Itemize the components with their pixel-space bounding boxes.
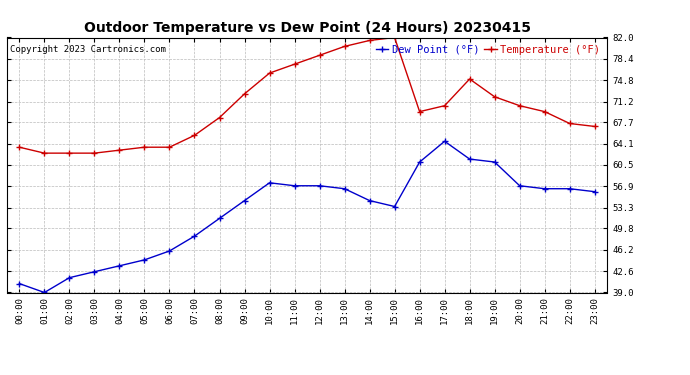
Dew Point (°F) bbox=[440, 139, 449, 144]
Dew Point (°F) bbox=[391, 204, 399, 209]
Temperature (°F) bbox=[415, 110, 424, 114]
Temperature (°F) bbox=[540, 110, 549, 114]
Temperature (°F) bbox=[440, 104, 449, 108]
Temperature (°F) bbox=[591, 124, 599, 129]
Dew Point (°F) bbox=[190, 234, 199, 238]
Dew Point (°F) bbox=[215, 216, 224, 220]
Temperature (°F) bbox=[90, 151, 99, 155]
Temperature (°F) bbox=[566, 121, 574, 126]
Dew Point (°F) bbox=[540, 186, 549, 191]
Temperature (°F) bbox=[366, 38, 374, 43]
Dew Point (°F) bbox=[340, 186, 348, 191]
Temperature (°F) bbox=[290, 62, 299, 66]
Dew Point (°F) bbox=[466, 157, 474, 161]
Temperature (°F) bbox=[166, 145, 174, 150]
Temperature (°F) bbox=[66, 151, 74, 155]
Dew Point (°F) bbox=[415, 160, 424, 164]
Dew Point (°F) bbox=[290, 183, 299, 188]
Temperature (°F) bbox=[466, 77, 474, 81]
Legend: Dew Point (°F), Temperature (°F): Dew Point (°F), Temperature (°F) bbox=[374, 43, 602, 57]
Temperature (°F) bbox=[140, 145, 148, 150]
Temperature (°F) bbox=[340, 44, 348, 49]
Dew Point (°F) bbox=[315, 183, 324, 188]
Temperature (°F) bbox=[515, 104, 524, 108]
Dew Point (°F) bbox=[566, 186, 574, 191]
Temperature (°F) bbox=[491, 94, 499, 99]
Temperature (°F) bbox=[240, 92, 248, 96]
Temperature (°F) bbox=[266, 71, 274, 75]
Temperature (°F) bbox=[315, 53, 324, 57]
Dew Point (°F) bbox=[366, 198, 374, 203]
Temperature (°F) bbox=[15, 145, 23, 150]
Temperature (°F) bbox=[115, 148, 124, 152]
Dew Point (°F) bbox=[90, 270, 99, 274]
Text: Copyright 2023 Cartronics.com: Copyright 2023 Cartronics.com bbox=[10, 45, 166, 54]
Dew Point (°F) bbox=[491, 160, 499, 164]
Line: Dew Point (°F): Dew Point (°F) bbox=[17, 138, 598, 295]
Dew Point (°F) bbox=[115, 264, 124, 268]
Temperature (°F) bbox=[190, 133, 199, 138]
Dew Point (°F) bbox=[40, 290, 48, 295]
Dew Point (°F) bbox=[166, 249, 174, 253]
Dew Point (°F) bbox=[515, 183, 524, 188]
Temperature (°F) bbox=[391, 35, 399, 40]
Dew Point (°F) bbox=[140, 258, 148, 262]
Temperature (°F) bbox=[40, 151, 48, 155]
Dew Point (°F) bbox=[591, 189, 599, 194]
Title: Outdoor Temperature vs Dew Point (24 Hours) 20230415: Outdoor Temperature vs Dew Point (24 Hou… bbox=[83, 21, 531, 35]
Dew Point (°F) bbox=[266, 180, 274, 185]
Dew Point (°F) bbox=[240, 198, 248, 203]
Dew Point (°F) bbox=[66, 275, 74, 280]
Temperature (°F) bbox=[215, 115, 224, 120]
Dew Point (°F) bbox=[15, 281, 23, 286]
Line: Temperature (°F): Temperature (°F) bbox=[17, 35, 598, 156]
